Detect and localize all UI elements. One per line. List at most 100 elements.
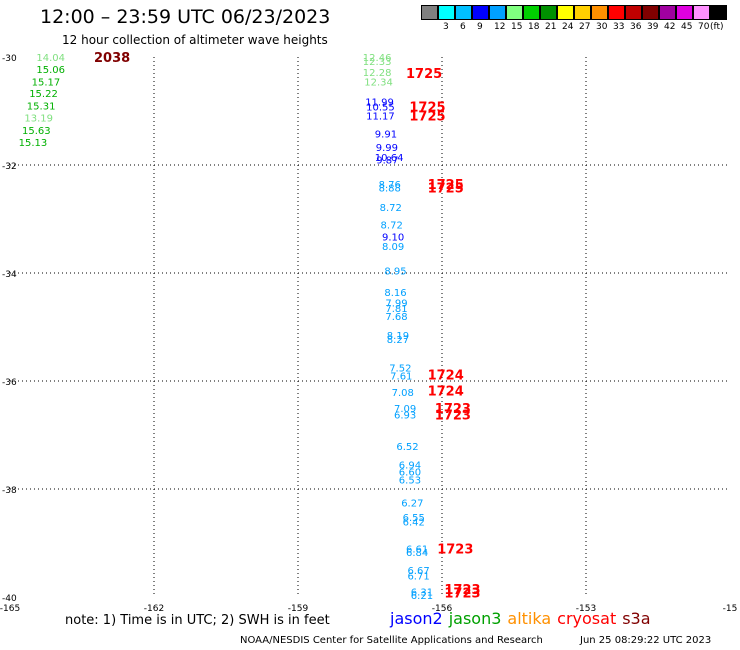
x-tick-label: -153 <box>576 604 596 614</box>
page-title: 12:00 – 23:59 UTC 06/23/2023 <box>40 6 331 28</box>
swh-point-label: 14.04 <box>36 53 65 64</box>
swh-point-label: 8.09 <box>382 242 404 253</box>
color-bin <box>489 5 506 20</box>
swh-point-label: 11.17 <box>366 111 395 122</box>
swh-point-label: 8.16 <box>384 288 406 299</box>
swh-point-label: 6.93 <box>394 410 416 421</box>
y-tick-label: -36 <box>2 378 17 388</box>
swh-point-label: 12.34 <box>364 77 393 88</box>
satellite-legend-item: jason2 <box>390 609 443 628</box>
color-bin <box>523 5 540 20</box>
swh-point-label: 9.91 <box>375 130 397 141</box>
satellite-legend-item: altika <box>507 609 552 628</box>
units-note: note: 1) Time is in UTC; 2) SWH is in fe… <box>65 613 330 628</box>
color-bin <box>591 5 608 20</box>
swh-point-label: 7.81 <box>385 304 407 315</box>
swh-point-label: 6.21 <box>411 591 433 602</box>
pass-time-labels: 2038172517251725172517251724172417231723… <box>94 51 481 602</box>
color-bin-label: 3 <box>443 22 449 32</box>
swh-point-label: 8.72 <box>380 203 402 214</box>
swh-point-label: 8.76 <box>379 180 401 191</box>
color-bin-label: 12 <box>494 22 506 32</box>
pass-time-label: 1724 <box>428 369 464 384</box>
color-bin <box>438 5 455 20</box>
swh-point-label: 15.22 <box>29 89 58 100</box>
y-tick-label: -40 <box>2 594 17 604</box>
pass-time-label: 1724 <box>428 385 464 400</box>
swh-point-label: 6.52 <box>396 442 418 453</box>
color-bin-label: 9 <box>477 22 483 32</box>
pass-time-label: 1723 <box>435 408 471 423</box>
swh-point-label: 15.31 <box>27 102 56 113</box>
color-bin-label: 18 <box>528 22 540 32</box>
pass-time-label: 1725 <box>428 178 464 193</box>
color-scale-unit: (ft) <box>710 22 724 32</box>
y-tick-label: -30 <box>2 54 17 64</box>
swh-point-label: 12.28 <box>363 68 392 79</box>
y-tick-label: -32 <box>2 162 17 172</box>
swh-point-label: 6.61 <box>406 544 428 555</box>
swh-point-label: 15.06 <box>36 65 65 76</box>
swh-point-label: 7.99 <box>385 299 407 310</box>
x-tick-label: -165 <box>0 604 20 614</box>
y-tick-label: -38 <box>2 486 17 496</box>
satellite-legend-item: jason3 <box>448 609 502 628</box>
swh-point-label: 10.55 <box>366 103 395 114</box>
y-tick-label: -34 <box>2 270 17 280</box>
pass-time-label: 1725 <box>406 67 442 82</box>
swh-point-label: 15.17 <box>32 77 61 88</box>
pass-time-label: 1723 <box>435 402 471 417</box>
swh-point-label: 7.08 <box>392 388 414 399</box>
swh-point-label: 6.53 <box>399 475 421 486</box>
swh-point-label: 9.87 <box>376 156 398 167</box>
swh-point-label: 6.31 <box>411 588 433 599</box>
swh-point-label: 8.88 <box>379 184 401 195</box>
color-bin <box>608 5 625 20</box>
swh-point-label: 9.99 <box>376 143 398 154</box>
swh-point-label: 6.27 <box>401 499 423 510</box>
footer-agency: NOAA/NESDIS Center for Satellite Applica… <box>240 635 543 646</box>
satellite-legend-item: s3a <box>622 609 651 628</box>
color-bin <box>455 5 472 20</box>
color-bin <box>659 5 676 20</box>
pass-time-label: 1723 <box>444 587 480 602</box>
swh-point-label: 6.42 <box>403 517 425 528</box>
color-bin-label: 39 <box>647 22 659 32</box>
x-tick-label: -162 <box>144 604 164 614</box>
swh-point-label: 13.19 <box>24 113 53 124</box>
swh-point-label: 8.27 <box>387 335 409 346</box>
color-bin <box>642 5 659 20</box>
color-bin <box>574 5 591 20</box>
satellite-legend: jason2 jason3 altika cryosat s3a <box>390 609 657 628</box>
grid-lines <box>10 57 730 597</box>
color-bin <box>693 5 710 20</box>
swh-point-label: 9.10 <box>382 232 404 243</box>
color-bin-label: 24 <box>562 22 574 32</box>
axes: -165 -162 -159 -156 -153 -15 -30 -32 -34 -36 -38 -4… <box>0 54 737 614</box>
x-tick-label: -159 <box>288 604 309 614</box>
x-tick-label: -15 <box>723 604 738 614</box>
page-subtitle: 12 hour collection of altimeter wave hei… <box>62 33 328 47</box>
color-bin <box>625 5 642 20</box>
swh-point-label: 7.68 <box>385 312 407 323</box>
pass-time-label: 2038 <box>94 51 130 66</box>
pass-time-label: 1723 <box>437 542 473 557</box>
color-bin-label: 45 <box>681 22 693 32</box>
color-bin <box>676 5 693 20</box>
swh-point-label: 8.19 <box>387 331 409 342</box>
swh-point-label: 7.09 <box>394 404 416 415</box>
swh-point-label: 15.13 <box>19 138 48 149</box>
swh-point-label: 6.84 <box>406 548 428 559</box>
color-bin <box>472 5 489 20</box>
color-bin-label: 30 <box>596 22 608 32</box>
color-bin-label: 33 <box>613 22 625 32</box>
swh-point-label: 10.64 <box>375 153 404 164</box>
swh-point-label: 8.95 <box>384 266 406 277</box>
swh-point-label: 12.46 <box>363 53 392 64</box>
pass-time-label: 1725 <box>409 109 445 124</box>
swh-point-label: 6.60 <box>399 468 421 479</box>
swh-point-label: 6.94 <box>399 461 421 472</box>
color-bin-label: 36 <box>630 22 642 32</box>
